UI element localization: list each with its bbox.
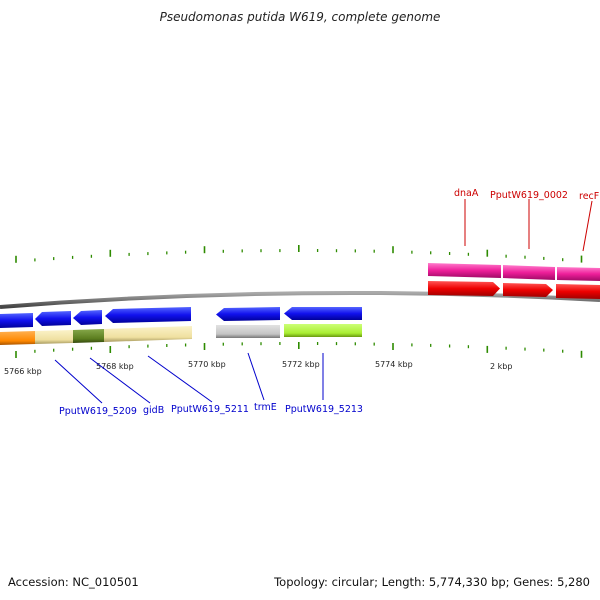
leader-PputW619_5211 [147,355,213,403]
feature-PputW619_5209-product[interactable] [35,330,73,344]
feature-PputW619_0002-product[interactable] [503,265,555,280]
feature-trmE-product[interactable] [216,325,280,338]
forward-gene-track [428,281,600,299]
gene-PputW619_5209-arrow[interactable] [35,311,71,326]
leader-gidB [89,357,151,404]
feature-PputW619_5213-product[interactable] [284,324,362,337]
accession-text: Accession: NC_010501 [8,575,139,589]
gene-PputW619_5213-arrow[interactable] [284,307,362,320]
gene-trmE-arrow[interactable] [216,307,280,321]
gene-label-recF[interactable]: recF [579,191,599,202]
gene-label-dnaA[interactable]: dnaA [454,188,479,199]
scale-label-2kbp: 2 kbp [490,362,512,371]
gene-partial-left-arrow[interactable] [0,313,33,328]
scale-label-5766: 5766 kbp [4,367,42,376]
gene-label-gidB[interactable]: gidB [143,405,164,416]
gene-gidB-arrow[interactable] [73,310,102,325]
genome-summary-text: Topology: circular; Length: 5,774,330 bp… [274,575,590,589]
gene-label-PputW619_5211[interactable]: PputW619_5211 [171,404,249,415]
top-gene-labels: dnaA PputW619_0002 recF [454,188,599,252]
gene-PputW619_0002-arrow[interactable] [503,283,553,297]
map-title: Pseudomonas putida W619, complete genome [159,10,441,24]
leader-PputW619_5209 [54,359,103,404]
scale-label-5772: 5772 kbp [282,360,320,369]
forward-product-track [428,263,600,281]
gene-PputW619_5211-arrow[interactable] [105,307,191,323]
scale-label-5770: 5770 kbp [188,360,226,369]
gene-label-PputW619_5213[interactable]: PputW619_5213 [285,404,363,415]
scale-label-5768: 5768 kbp [96,362,134,371]
gene-label-PputW619_0002[interactable]: PputW619_0002 [490,190,568,201]
reverse-product-track [0,324,362,345]
scale-label-5774: 5774 kbp [375,360,413,369]
feature-dnaA-product[interactable] [428,263,501,278]
inner-tick-row [15,342,583,358]
gene-dnaA-arrow[interactable] [428,281,500,296]
gene-label-PputW619_5209[interactable]: PputW619_5209 [59,406,137,417]
feature-gidB-product[interactable] [73,329,104,343]
reverse-gene-track [0,307,362,328]
leader-recF [582,200,593,252]
outer-tick-row [15,245,583,263]
feature-PputW619_5211-product[interactable] [104,326,192,342]
gene-recF-arrow[interactable] [556,284,600,299]
feature-recF-product[interactable] [557,267,600,281]
scale-labels: 5766 kbp 5768 kbp 5770 kbp 5772 kbp 5774… [4,360,512,376]
bottom-gene-labels: PputW619_5209 gidB PputW619_5211 trmE Pp… [54,352,363,417]
leader-trmE [247,352,265,401]
feature-partial-left-product[interactable] [0,331,35,345]
gene-label-trmE[interactable]: trmE [254,402,277,413]
